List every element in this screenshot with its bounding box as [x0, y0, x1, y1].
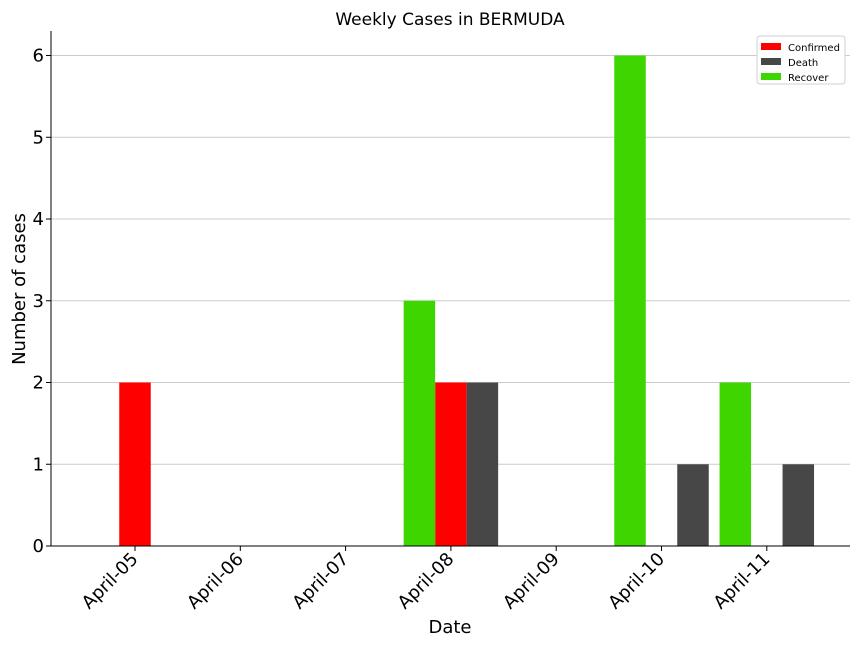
y-tick-label: 2 [33, 373, 44, 394]
y-tick-label: 3 [33, 291, 44, 312]
chart-title: Weekly Cases in BERMUDA [335, 10, 565, 30]
y-tick-label: 4 [33, 209, 44, 230]
y-tick-label: 5 [33, 127, 44, 148]
x-tick-label: April-07 [288, 549, 353, 614]
x-tick-label: April-11 [710, 549, 775, 614]
y-axis-label: Number of cases [9, 213, 30, 365]
bar-death [782, 464, 815, 546]
bar-death [677, 464, 709, 546]
y-tick-label: 0 [33, 536, 44, 557]
legend-swatch [761, 43, 781, 50]
y-tick-label: 6 [33, 46, 44, 67]
y-tick-label: 1 [33, 454, 44, 475]
x-tick-label: April-08 [394, 549, 459, 614]
grid-lines [51, 55, 850, 465]
x-tick-label: April-10 [604, 549, 669, 614]
bars [119, 55, 815, 547]
bar-confirmed [435, 382, 467, 546]
legend-swatch [761, 58, 781, 65]
legend: Confirmed Death Recover [756, 35, 846, 85]
legend-swatch [761, 73, 781, 80]
bar-confirmed [119, 382, 151, 546]
legend-label: Recover [788, 73, 829, 84]
bar-death [466, 382, 499, 546]
x-tick-label: April-06 [183, 549, 248, 614]
bar-recover [403, 300, 436, 546]
y-ticks: 0 1 2 3 4 5 6 [33, 46, 51, 557]
bar-recover [614, 55, 646, 547]
legend-label: Confirmed [788, 43, 840, 54]
x-axis-label: Date [428, 617, 471, 638]
bar-recover [719, 382, 752, 546]
x-tick-label: April-09 [499, 549, 564, 614]
legend-label: Death [788, 58, 818, 69]
x-tick-label: April-05 [78, 549, 143, 614]
x-ticks: April-05 April-06 April-07 April-08 April-09… [78, 546, 775, 614]
